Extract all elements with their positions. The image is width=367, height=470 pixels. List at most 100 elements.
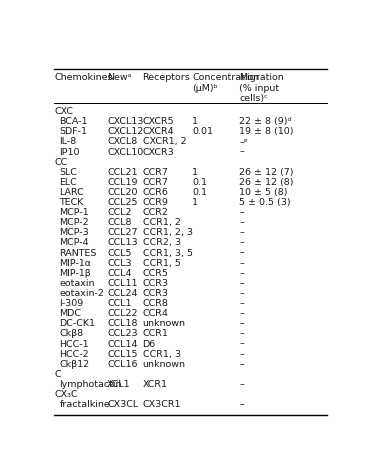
Text: SDF-1: SDF-1 <box>59 127 87 136</box>
Text: CCL18: CCL18 <box>107 319 138 329</box>
Text: CCL1: CCL1 <box>107 299 131 308</box>
Text: Receptors: Receptors <box>142 73 190 82</box>
Text: –: – <box>239 400 244 409</box>
Text: BCA-1: BCA-1 <box>59 117 88 126</box>
Text: CXCL10: CXCL10 <box>107 148 143 157</box>
Text: CCR1, 3: CCR1, 3 <box>142 350 181 359</box>
Text: –: – <box>239 279 244 288</box>
Text: 0.01: 0.01 <box>192 127 213 136</box>
Text: Migration: Migration <box>239 73 284 82</box>
Text: –: – <box>239 380 244 389</box>
Text: CXCL8: CXCL8 <box>107 137 137 146</box>
Text: 1: 1 <box>192 168 198 177</box>
Text: CXCR1, 2: CXCR1, 2 <box>142 137 186 146</box>
Text: CCL5: CCL5 <box>107 249 131 258</box>
Text: LARC: LARC <box>59 188 84 197</box>
Text: XCR1: XCR1 <box>142 380 168 389</box>
Text: CXCL13: CXCL13 <box>107 117 143 126</box>
Text: CCR3: CCR3 <box>142 289 168 298</box>
Text: CCR1, 2: CCR1, 2 <box>142 218 181 227</box>
Text: IP10: IP10 <box>59 148 80 157</box>
Text: TECK: TECK <box>59 198 84 207</box>
Text: –: – <box>239 238 244 248</box>
Text: CCR7: CCR7 <box>142 168 168 177</box>
Text: –: – <box>239 218 244 227</box>
Text: CCR3: CCR3 <box>142 279 168 288</box>
Text: CCL13: CCL13 <box>107 238 138 248</box>
Text: CCR2: CCR2 <box>142 208 168 217</box>
Text: HCC-1: HCC-1 <box>59 340 89 349</box>
Text: CCR4: CCR4 <box>142 309 168 318</box>
Text: MCP-1: MCP-1 <box>59 208 89 217</box>
Text: 10 ± 5 (8): 10 ± 5 (8) <box>239 188 288 197</box>
Text: –: – <box>239 249 244 258</box>
Text: –: – <box>239 148 244 157</box>
Text: cells)ᶜ: cells)ᶜ <box>239 94 268 103</box>
Text: –: – <box>239 299 244 308</box>
Text: HCC-2: HCC-2 <box>59 350 89 359</box>
Text: CX3CR1: CX3CR1 <box>142 400 181 409</box>
Text: 26 ± 12 (7): 26 ± 12 (7) <box>239 168 294 177</box>
Text: DC-CK1: DC-CK1 <box>59 319 95 329</box>
Text: CCR9: CCR9 <box>142 198 168 207</box>
Text: CCL20: CCL20 <box>107 188 138 197</box>
Text: CCL22: CCL22 <box>107 309 138 318</box>
Text: ELC: ELC <box>59 178 77 187</box>
Text: CCL11: CCL11 <box>107 279 138 288</box>
Text: MIP-1α: MIP-1α <box>59 258 91 268</box>
Text: CXCL12: CXCL12 <box>107 127 143 136</box>
Text: MCP-2: MCP-2 <box>59 218 89 227</box>
Text: CC: CC <box>54 157 68 166</box>
Text: CX₃C: CX₃C <box>54 390 78 399</box>
Text: Ckβ12: Ckβ12 <box>59 360 90 369</box>
Text: CCR1, 2, 3: CCR1, 2, 3 <box>142 228 193 237</box>
Text: –: – <box>239 208 244 217</box>
Text: CCR8: CCR8 <box>142 299 168 308</box>
Text: (μM)ᵇ: (μM)ᵇ <box>192 84 218 93</box>
Text: CCL3: CCL3 <box>107 258 132 268</box>
Text: –: – <box>239 258 244 268</box>
Text: D6: D6 <box>142 340 156 349</box>
Text: I-309: I-309 <box>59 299 84 308</box>
Text: MIP-1β: MIP-1β <box>59 269 91 278</box>
Text: Ckβ8: Ckβ8 <box>59 329 84 338</box>
Text: IL-8: IL-8 <box>59 137 77 146</box>
Text: CCL21: CCL21 <box>107 168 138 177</box>
Text: CXCR4: CXCR4 <box>142 127 174 136</box>
Text: XCL1: XCL1 <box>107 380 131 389</box>
Text: RANTES: RANTES <box>59 249 97 258</box>
Text: CCL25: CCL25 <box>107 198 138 207</box>
Text: CCR6: CCR6 <box>142 188 168 197</box>
Text: unknown: unknown <box>142 319 186 329</box>
Text: –: – <box>239 340 244 349</box>
Text: SLC: SLC <box>59 168 77 177</box>
Text: MCP-3: MCP-3 <box>59 228 89 237</box>
Text: 1: 1 <box>192 117 198 126</box>
Text: –: – <box>239 350 244 359</box>
Text: Concentration: Concentration <box>192 73 259 82</box>
Text: –: – <box>239 319 244 329</box>
Text: 1: 1 <box>192 198 198 207</box>
Text: CCL27: CCL27 <box>107 228 138 237</box>
Text: CCL19: CCL19 <box>107 178 138 187</box>
Text: (% input: (% input <box>239 84 279 93</box>
Text: –: – <box>239 329 244 338</box>
Text: CCL2: CCL2 <box>107 208 131 217</box>
Text: CCR5: CCR5 <box>142 269 168 278</box>
Text: 5 ± 0.5 (3): 5 ± 0.5 (3) <box>239 198 291 207</box>
Text: eotaxin-2: eotaxin-2 <box>59 289 104 298</box>
Text: eotaxin: eotaxin <box>59 279 95 288</box>
Text: –: – <box>239 360 244 369</box>
Text: Chemokines: Chemokines <box>54 73 113 82</box>
Text: 22 ± 8 (9)ᵈ: 22 ± 8 (9)ᵈ <box>239 117 292 126</box>
Text: CXC: CXC <box>54 107 73 116</box>
Text: CCR1: CCR1 <box>142 329 168 338</box>
Text: CCR1, 5: CCR1, 5 <box>142 258 181 268</box>
Text: CCR1, 3, 5: CCR1, 3, 5 <box>142 249 193 258</box>
Text: 26 ± 12 (8): 26 ± 12 (8) <box>239 178 294 187</box>
Text: lymphotactin: lymphotactin <box>59 380 122 389</box>
Text: –: – <box>239 228 244 237</box>
Text: –: – <box>239 309 244 318</box>
Text: CCL16: CCL16 <box>107 360 138 369</box>
Text: CCL15: CCL15 <box>107 350 138 359</box>
